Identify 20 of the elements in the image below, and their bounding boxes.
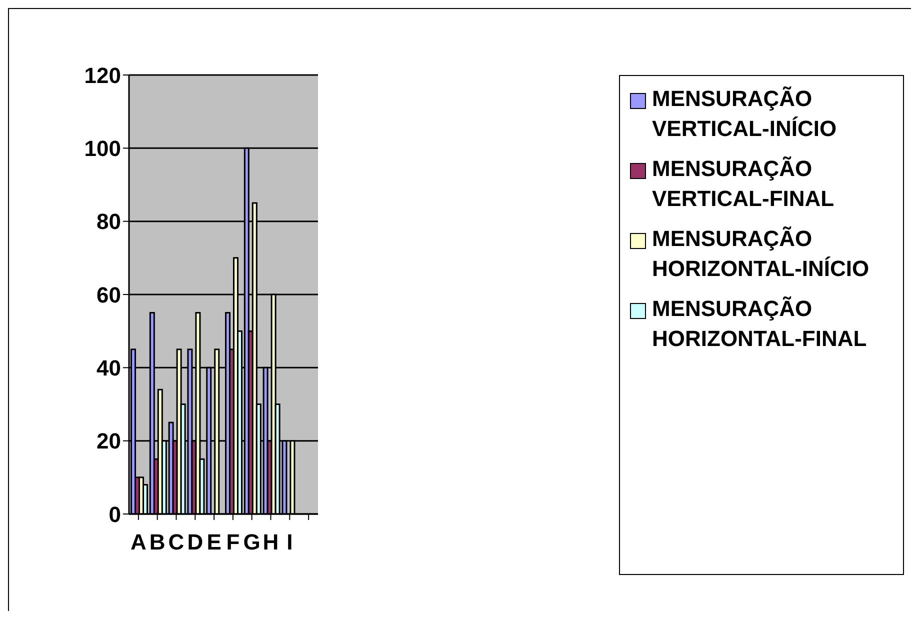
x-tick-label: A	[130, 530, 147, 555]
legend-label: MENSURAÇÃO VERTICAL-FINAL	[652, 155, 836, 213]
y-tick-label: 100	[84, 136, 121, 161]
x-tick-label: D	[187, 530, 204, 555]
x-tick-label: C	[168, 530, 184, 555]
x-tick-label: G	[243, 530, 260, 555]
x-tick-label: I	[286, 530, 293, 555]
y-tick-label: 40	[96, 355, 121, 380]
y-tick-label: 0	[108, 502, 121, 527]
legend-label: MENSURAÇÃO HORIZONTAL-INÍCIO	[652, 225, 870, 283]
y-tick-label: 60	[96, 282, 121, 308]
x-tick-label: H	[262, 530, 279, 555]
x-tick-label: E	[206, 530, 222, 555]
y-tick-label: 20	[96, 428, 121, 454]
y-tick-label: 120	[84, 62, 121, 88]
legend-label: MENSURAÇÃO VERTICAL-INÍCIO	[652, 85, 838, 143]
x-tick-label: F	[226, 530, 240, 555]
legend-label: MENSURAÇÃO HORIZONTAL-FINAL	[652, 295, 868, 353]
x-tick-label: B	[149, 530, 166, 555]
y-tick-label: 80	[96, 209, 121, 234]
